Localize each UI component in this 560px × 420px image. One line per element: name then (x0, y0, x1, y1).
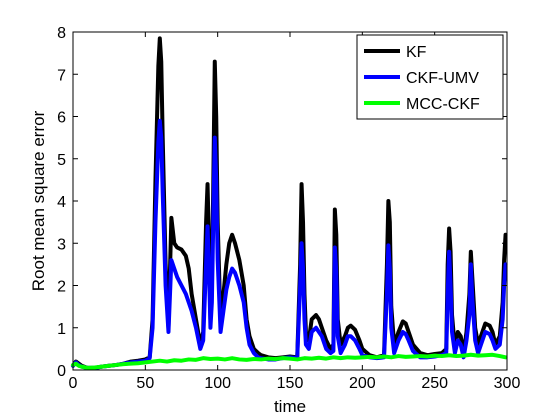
x-tick-label: 250 (421, 375, 448, 392)
legend-items: KF CKF-UMV MCC-CKF (364, 44, 480, 113)
y-tick-label: 3 (57, 236, 66, 253)
y-axis-label: Root mean square error (29, 110, 48, 291)
tick-label-layer: 0 50 100 150 200 250 300 0 1 2 3 4 5 6 7 8 (57, 25, 520, 392)
y-tick-label: 8 (57, 25, 66, 42)
x-tick-label: 300 (494, 375, 521, 392)
x-axis-label: time (274, 397, 306, 416)
series-line-ckf-umv (71, 118, 508, 370)
series-line-mcc-ckf (71, 352, 508, 370)
legend-label-ckf-umv: CKF-UMV (406, 70, 479, 87)
legend-label-mcc-ckf: MCC-CKF (406, 96, 480, 113)
y-tick-label: 4 (57, 194, 66, 211)
x-tick-label: 50 (136, 375, 154, 392)
y-tick-label: 6 (57, 110, 66, 127)
x-tick-label: 100 (204, 375, 231, 392)
y-tick-label: 7 (57, 67, 66, 84)
x-tick-label: 200 (349, 375, 376, 392)
x-tick-label: 0 (69, 375, 78, 392)
y-tick-label: 0 (57, 363, 66, 380)
y-tick-label: 1 (57, 321, 66, 338)
plot-area-frame (72, 31, 508, 371)
y-tick-label: 5 (57, 152, 66, 169)
y-tick-label: 2 (57, 279, 66, 296)
legend: KF CKF-UMV MCC-CKF (356, 34, 504, 120)
legend-label-kf: KF (406, 44, 427, 61)
x-tick-label: 150 (277, 375, 304, 392)
series-layer (71, 36, 508, 370)
